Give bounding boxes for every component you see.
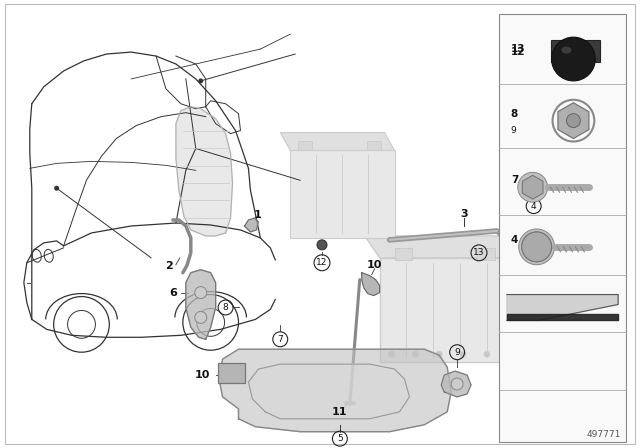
Circle shape xyxy=(552,37,595,81)
Text: 13: 13 xyxy=(473,248,484,257)
Text: 6: 6 xyxy=(169,288,177,297)
Circle shape xyxy=(195,287,207,298)
FancyBboxPatch shape xyxy=(367,141,381,151)
Circle shape xyxy=(566,114,580,128)
Circle shape xyxy=(388,351,394,357)
FancyBboxPatch shape xyxy=(550,40,600,62)
Circle shape xyxy=(54,186,59,191)
Circle shape xyxy=(412,351,419,357)
FancyBboxPatch shape xyxy=(477,248,495,260)
FancyBboxPatch shape xyxy=(290,151,394,238)
Polygon shape xyxy=(186,270,216,339)
FancyBboxPatch shape xyxy=(394,248,412,260)
Text: 13: 13 xyxy=(511,44,525,54)
Text: 497771: 497771 xyxy=(587,430,621,439)
Polygon shape xyxy=(441,371,471,397)
Text: 5: 5 xyxy=(337,434,343,443)
Text: 2: 2 xyxy=(165,261,173,271)
Text: 8: 8 xyxy=(223,303,228,312)
Circle shape xyxy=(522,232,552,262)
Text: 11: 11 xyxy=(332,407,348,417)
Polygon shape xyxy=(176,107,232,236)
Polygon shape xyxy=(507,314,618,320)
Circle shape xyxy=(519,229,554,265)
Polygon shape xyxy=(244,218,259,232)
FancyBboxPatch shape xyxy=(298,141,312,151)
Circle shape xyxy=(436,351,442,357)
Circle shape xyxy=(484,351,490,357)
FancyBboxPatch shape xyxy=(499,14,626,442)
Circle shape xyxy=(522,232,552,262)
Polygon shape xyxy=(558,103,589,138)
FancyBboxPatch shape xyxy=(380,258,516,362)
Text: 1: 1 xyxy=(253,210,261,220)
Text: 9: 9 xyxy=(511,126,516,135)
Polygon shape xyxy=(502,236,516,362)
Text: 7: 7 xyxy=(511,175,518,185)
Text: 12: 12 xyxy=(316,258,328,267)
Polygon shape xyxy=(507,294,618,320)
Text: 3: 3 xyxy=(460,209,468,219)
Polygon shape xyxy=(219,349,451,432)
Text: 4: 4 xyxy=(511,235,518,245)
Text: 8: 8 xyxy=(511,109,518,119)
Text: 4: 4 xyxy=(531,202,536,211)
FancyBboxPatch shape xyxy=(218,363,246,383)
Polygon shape xyxy=(280,133,394,151)
Polygon shape xyxy=(522,175,543,199)
Circle shape xyxy=(198,78,204,83)
Polygon shape xyxy=(362,273,380,296)
Circle shape xyxy=(451,378,463,390)
Text: 10: 10 xyxy=(195,370,211,380)
Circle shape xyxy=(518,172,548,202)
Polygon shape xyxy=(248,364,410,419)
Text: 9: 9 xyxy=(454,348,460,357)
Circle shape xyxy=(505,243,515,253)
Text: 12: 12 xyxy=(511,47,525,57)
Circle shape xyxy=(460,351,466,357)
Text: 7: 7 xyxy=(277,335,283,344)
Polygon shape xyxy=(365,236,516,258)
Text: 10: 10 xyxy=(367,260,382,270)
Ellipse shape xyxy=(561,47,572,54)
Circle shape xyxy=(195,311,207,323)
Circle shape xyxy=(317,240,327,250)
